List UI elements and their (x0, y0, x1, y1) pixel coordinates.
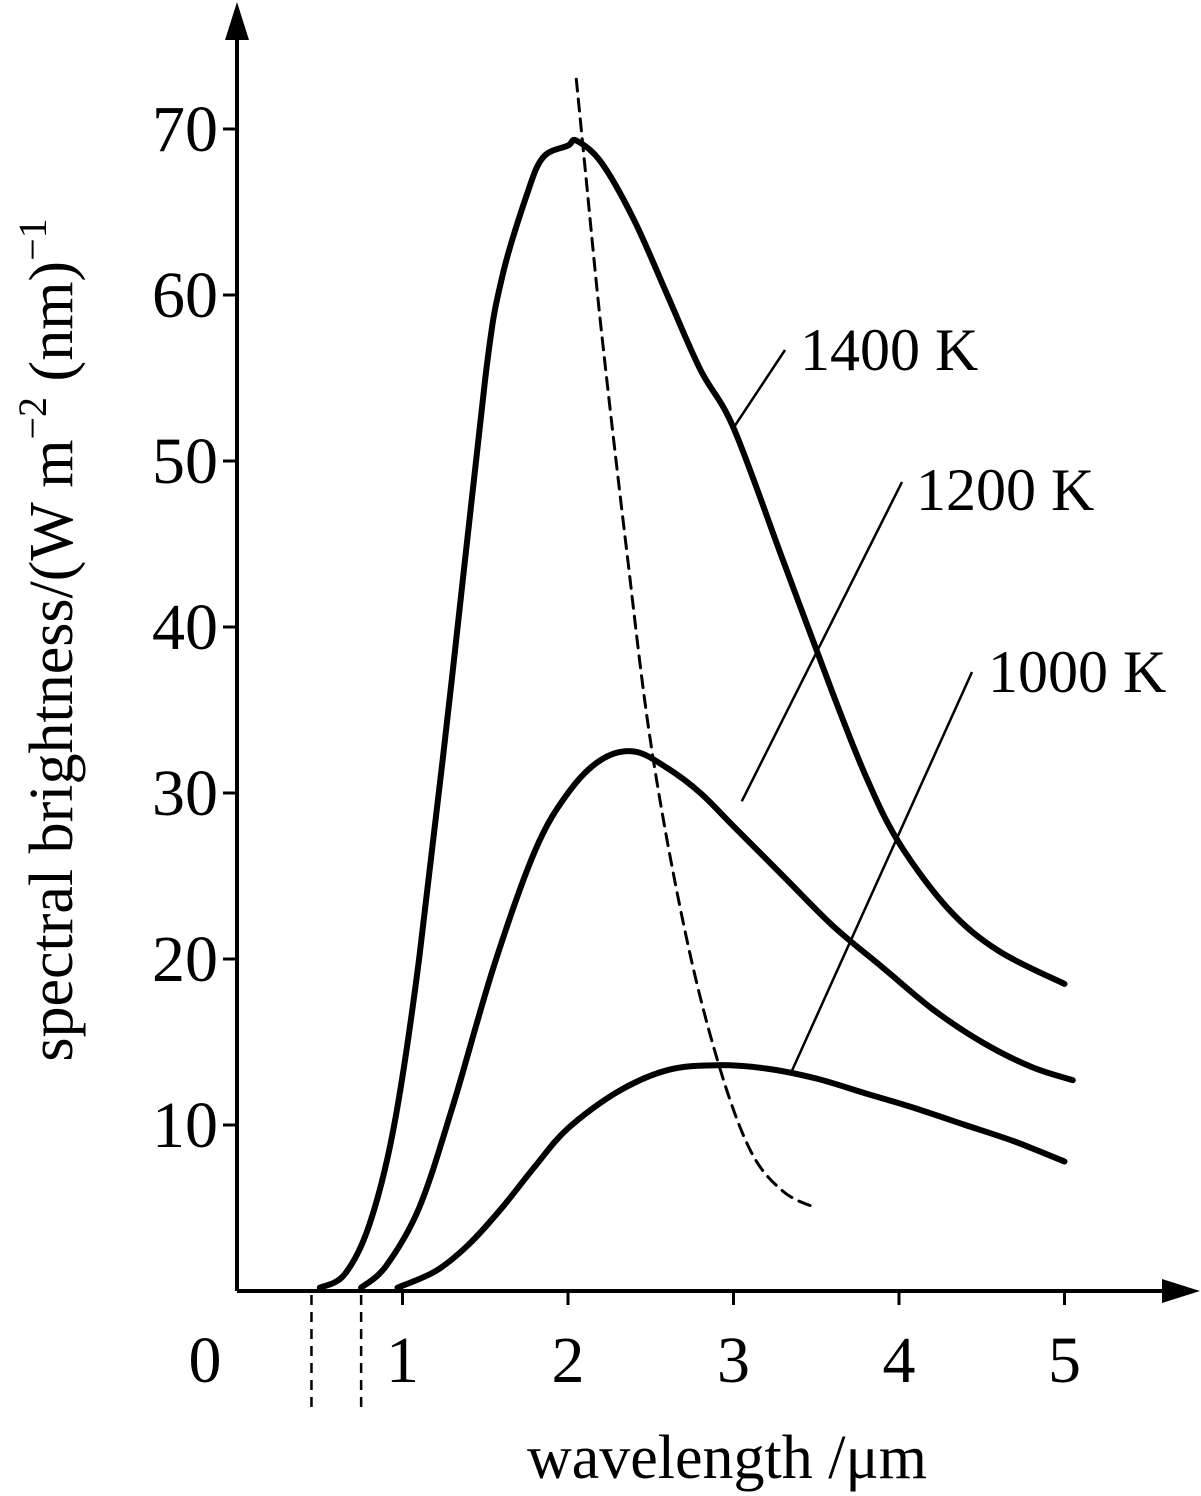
x-axis-arrow (1162, 1279, 1200, 1303)
series-line-1200-k (358, 748, 1076, 1291)
x-tick-label-4: 4 (883, 1324, 916, 1397)
x-tick-label-3: 3 (717, 1324, 750, 1397)
y-axis-label-main: spectral brightness/(W m (18, 440, 86, 1062)
origin-label: 0 (189, 1324, 222, 1397)
y-tick-label-10: 10 (152, 1089, 218, 1162)
y-axis-label-exp1: −2 (10, 397, 55, 440)
x-tick-label-1: 1 (386, 1324, 419, 1397)
series-line-1400-k (316, 136, 1068, 1291)
y-tick-label-60: 60 (152, 259, 218, 332)
y-axis-label-mid: (nm) (18, 261, 86, 397)
series-group (316, 77, 1076, 1291)
y-axis-label: spectral brightness/(W m−2 (nm)−1 (10, 218, 86, 1061)
axes (225, 2, 1200, 1303)
series-line-1000-k (394, 1062, 1068, 1291)
y-tick-label-30: 30 (152, 757, 218, 830)
x-tick-label-2: 2 (552, 1324, 585, 1397)
leader-line-1200-k (740, 481, 904, 802)
curve-labels: 1400 K 1200 K 1000 K (800, 317, 1166, 705)
y-axis-arrow (225, 2, 249, 40)
label-leaders (732, 349, 974, 1073)
y-tick-label-20: 20 (152, 923, 218, 996)
curve-label-1000-k: 1000 K (988, 639, 1166, 705)
x-tick-label-5: 5 (1048, 1324, 1081, 1397)
series-peak-locus-dashed (574, 77, 818, 1210)
y-tick-label-50: 50 (152, 425, 218, 498)
x-axis-label: wavelength /μm (527, 1424, 927, 1492)
x-ticks: 1 2 3 4 5 (386, 1291, 1081, 1397)
curve-label-1200-k: 1200 K (916, 457, 1094, 523)
curve-label-1400-k: 1400 K (800, 317, 978, 383)
y-tick-label-70: 70 (152, 93, 218, 166)
leader-line-1000-k (790, 671, 974, 1073)
y-tick-label-40: 40 (152, 591, 218, 664)
y-axis-label-exp2: −1 (10, 218, 55, 261)
leader-line-1400-k (732, 349, 787, 429)
cutoff-markers (310, 1295, 363, 1412)
y-ticks: 10 20 30 40 50 60 70 (152, 93, 237, 1162)
